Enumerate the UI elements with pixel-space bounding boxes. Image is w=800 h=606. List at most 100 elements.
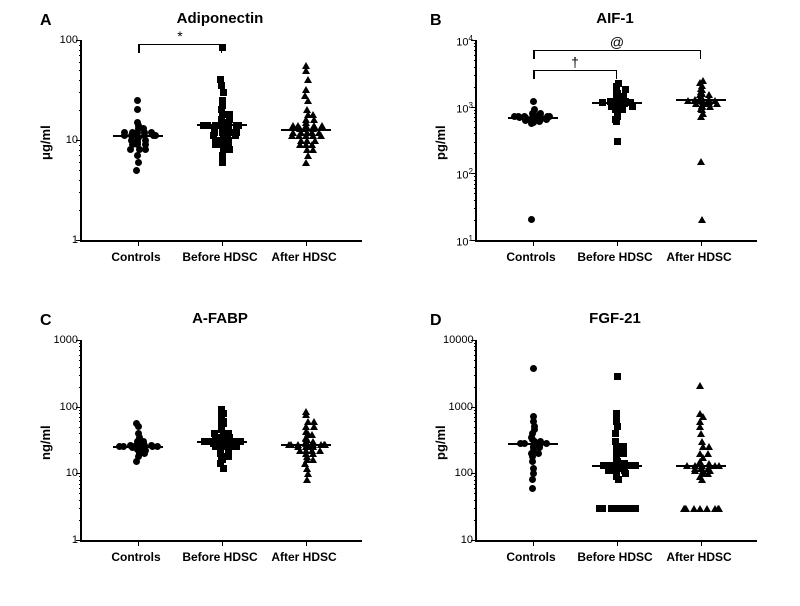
x-tick-label: After HDSC [654,550,744,564]
y-tick-minor [474,484,477,485]
y-tick-minor [474,110,477,111]
data-point [226,116,233,123]
data-point [614,373,621,380]
y-tick-minor [474,43,477,44]
data-point [218,116,225,123]
data-point [696,450,704,457]
data-point [219,159,226,166]
y-tick-minor [474,442,477,443]
data-point [302,159,310,166]
y-tick-minor [474,360,477,361]
data-point [612,430,619,437]
y-tick-minor [474,60,477,61]
x-tick [617,240,618,246]
median-line [197,441,247,443]
x-tick-label: After HDSC [654,250,744,264]
y-tick-label: 100 [443,467,473,479]
data-point [705,443,713,450]
data-point [715,505,723,512]
median-line [676,99,726,101]
data-point [302,86,310,93]
y-tick-minor [79,484,82,485]
y-tick-minor [79,180,82,181]
panel-label-B: B [430,12,442,30]
significance-symbol: @ [607,34,627,50]
x-tick [701,540,702,546]
y-tick-minor [474,117,477,118]
y-tick-minor [79,427,82,428]
y-tick-minor [79,192,82,193]
data-point [632,505,639,512]
significance-bracket [533,70,617,79]
data-point [219,97,226,104]
y-tick-minor [474,480,477,481]
x-tick-label: Before HDSC [570,550,660,564]
y-tick-minor [474,413,477,414]
y-tick-minor [79,413,82,414]
median-line [676,465,726,467]
y-tick-minor [79,410,82,411]
data-point [142,146,149,153]
data-point [530,98,537,105]
y-tick-minor [474,220,477,221]
y-axis-label-C: ng/ml [38,425,53,460]
y-tick-minor [79,360,82,361]
data-point [217,450,224,457]
data-point [528,216,535,223]
y-tick-minor [79,350,82,351]
significance-bracket [138,44,222,53]
x-tick-label: Before HDSC [175,550,265,564]
data-point [529,485,536,492]
y-tick-minor [474,433,477,434]
y-axis-label-A: μg/ml [38,125,53,160]
data-point [232,132,239,139]
data-point [317,132,325,139]
y-tick-minor [474,121,477,122]
median-line [281,444,331,446]
plot-area-C: 1101001000 [80,340,362,542]
y-tick-minor [79,70,82,71]
panel-title-D: FGF-21 [475,310,755,327]
data-point [531,106,538,113]
y-tick-label: 1 [48,534,78,546]
data-point [309,456,317,463]
data-point [690,505,698,512]
y-tick-minor [474,193,477,194]
y-tick-label: 1000 [48,334,78,346]
y-tick-minor [474,387,477,388]
y-tick-minor [474,500,477,501]
y-tick-label: 101 [443,234,473,249]
median-line [113,135,163,137]
data-point [537,110,544,117]
panel-label-D: D [430,312,442,330]
y-tick-minor [79,480,82,481]
y-tick-label: 104 [443,34,473,49]
y-axis-label-B: pg/ml [433,125,448,160]
y-tick-minor [474,50,477,51]
y-tick-minor [79,155,82,156]
y-tick-minor [79,343,82,344]
data-point [698,476,706,483]
panel-label-C: C [40,312,52,330]
y-tick-minor [474,127,477,128]
y-tick-minor [79,387,82,388]
x-tick [617,540,618,546]
x-tick [222,240,223,246]
median-line [113,446,163,448]
y-tick-minor [474,476,477,477]
data-point [303,106,311,113]
data-point [127,146,134,153]
y-tick-minor [79,367,82,368]
data-point [613,83,620,90]
data-point [697,158,705,165]
data-point [304,76,312,83]
y-tick-minor [79,375,82,376]
data-point [218,416,225,423]
y-tick-minor [474,346,477,347]
y-tick-minor [474,46,477,47]
x-tick [222,540,223,546]
data-point [699,77,707,84]
panel-title-B: AIF-1 [475,10,755,27]
x-tick-label: Before HDSC [175,250,265,264]
median-line [508,443,558,445]
